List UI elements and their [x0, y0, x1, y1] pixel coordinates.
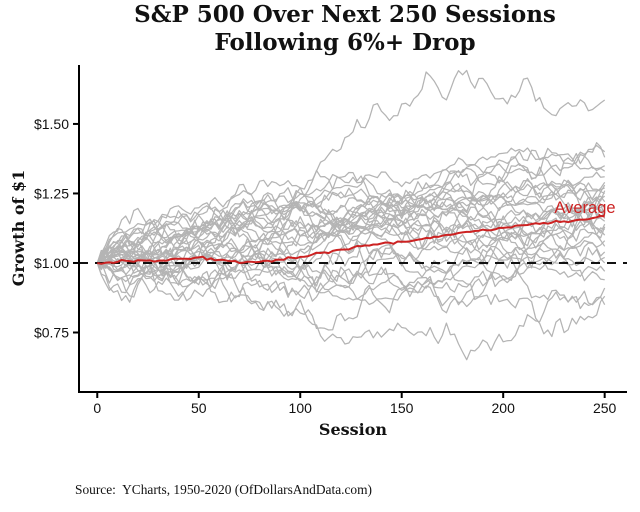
average-label: Average [554, 199, 615, 217]
y-tick-label: $1.50 [34, 116, 69, 132]
gray-path-13 [97, 204, 606, 281]
gray-path-24 [96, 203, 606, 282]
gray-path-5 [96, 171, 605, 264]
gray-path-17 [96, 199, 606, 287]
gray-path-27 [97, 251, 605, 283]
gray-path-23 [96, 184, 606, 268]
axes-group: $0.75 $1.00 $1.25 $1.50 0 50 100 150 200 250 [34, 65, 627, 416]
x-tick-label: 150 [390, 400, 414, 416]
source-text: Source: YCharts, 1950-2020 (OfDollarsAnd… [75, 481, 373, 497]
y-tick-label: $1.00 [34, 255, 69, 271]
footer-caption: Source: YCharts, 1950-2020 (OfDollarsAnd… [75, 453, 587, 512]
y-tick-label: $1.25 [34, 185, 69, 201]
x-tick-label: 250 [593, 400, 617, 416]
gray-paths-group [96, 69, 606, 361]
gray-path-14 [96, 198, 606, 264]
chart-title-line2: Following 6%+ Drop [214, 29, 476, 56]
gray-path-31 [96, 216, 606, 307]
x-tick-label: 200 [492, 400, 516, 416]
y-axis-title: Growth of $1 [9, 169, 28, 287]
chart-title-line1: S&P 500 Over Next 250 Sessions [134, 1, 556, 28]
average-line-group [97, 214, 605, 265]
x-tick-label: 100 [289, 400, 313, 416]
gray-path-32 [96, 247, 606, 338]
gray-path-19 [97, 187, 606, 269]
gray-path-25 [96, 192, 606, 264]
x-tick-label: 50 [191, 400, 207, 416]
x-tick-label: 0 [93, 400, 101, 416]
gray-path-33 [96, 262, 606, 361]
x-axis-title: Session [318, 420, 388, 439]
average-line [97, 214, 605, 265]
gray-path-8 [96, 187, 605, 264]
gray-path-4 [96, 147, 606, 264]
gray-path-2 [97, 142, 606, 266]
y-tick-label: $0.75 [34, 324, 69, 340]
chart-title: S&P 500 Over Next 250 Sessions Following… [50, 1, 640, 57]
gray-path-11 [97, 195, 606, 302]
